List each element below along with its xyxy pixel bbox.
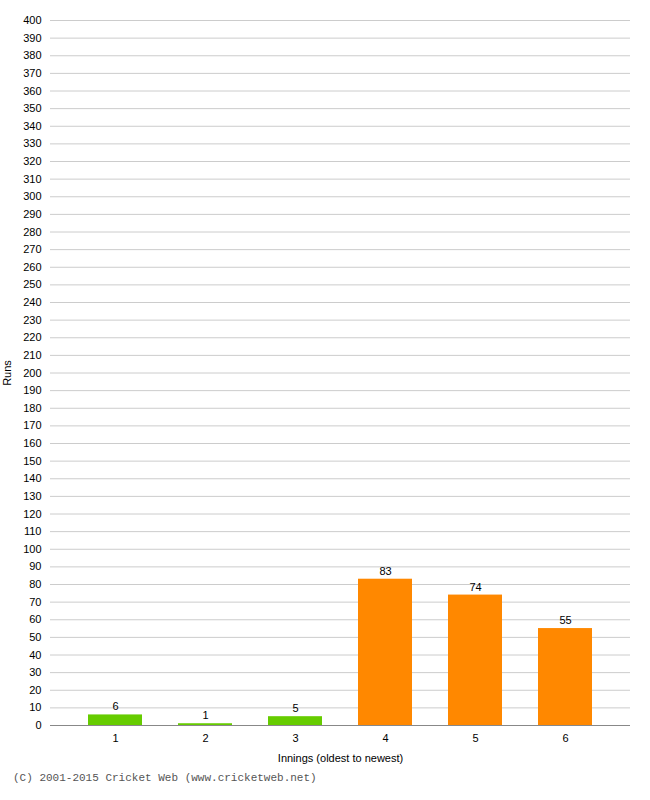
- svg-text:70: 70: [29, 596, 41, 608]
- svg-text:10: 10: [29, 701, 41, 713]
- svg-text:250: 250: [23, 278, 41, 290]
- svg-text:130: 130: [23, 490, 41, 502]
- svg-text:6: 6: [112, 700, 118, 712]
- svg-text:230: 230: [23, 314, 41, 326]
- svg-text:360: 360: [23, 85, 41, 97]
- svg-text:1: 1: [112, 732, 118, 744]
- svg-text:160: 160: [23, 437, 41, 449]
- svg-text:1: 1: [202, 709, 208, 721]
- svg-text:120: 120: [23, 508, 41, 520]
- svg-text:0: 0: [35, 719, 41, 731]
- svg-text:5: 5: [292, 702, 298, 714]
- svg-text:350: 350: [23, 102, 41, 114]
- svg-text:6: 6: [562, 732, 568, 744]
- svg-text:40: 40: [29, 649, 41, 661]
- svg-text:190: 190: [23, 384, 41, 396]
- svg-text:370: 370: [23, 67, 41, 79]
- svg-text:240: 240: [23, 296, 41, 308]
- svg-text:Innings (oldest to newest): Innings (oldest to newest): [278, 752, 403, 764]
- svg-text:3: 3: [292, 732, 298, 744]
- svg-text:100: 100: [23, 543, 41, 555]
- svg-text:60: 60: [29, 613, 41, 625]
- svg-text:Runs: Runs: [1, 360, 13, 386]
- svg-text:260: 260: [23, 261, 41, 273]
- svg-text:210: 210: [23, 349, 41, 361]
- svg-text:200: 200: [23, 367, 41, 379]
- svg-text:5: 5: [472, 732, 478, 744]
- svg-text:90: 90: [29, 560, 41, 572]
- svg-text:300: 300: [23, 190, 41, 202]
- svg-text:340: 340: [23, 120, 41, 132]
- svg-text:2: 2: [202, 732, 208, 744]
- svg-text:55: 55: [559, 614, 571, 626]
- svg-text:290: 290: [23, 208, 41, 220]
- svg-text:110: 110: [24, 525, 42, 537]
- svg-text:220: 220: [23, 331, 41, 343]
- svg-text:400: 400: [23, 14, 41, 26]
- svg-text:330: 330: [23, 137, 41, 149]
- svg-text:180: 180: [23, 402, 41, 414]
- svg-text:80: 80: [29, 578, 41, 590]
- svg-text:280: 280: [23, 226, 41, 238]
- svg-text:20: 20: [29, 684, 41, 696]
- html-text:(C) 2001-2015 Cricket Web (www: (C) 2001-2015 Cricket Web (www.cricketwe…: [13, 772, 317, 784]
- svg-text:270: 270: [23, 243, 41, 255]
- svg-text:83: 83: [379, 565, 391, 577]
- svg-text:170: 170: [23, 419, 41, 431]
- svg-text:74: 74: [469, 581, 481, 593]
- svg-text:320: 320: [23, 155, 41, 167]
- svg-text:380: 380: [23, 49, 41, 61]
- svg-text:150: 150: [23, 455, 41, 467]
- svg-text:4: 4: [382, 732, 388, 744]
- svg-text:390: 390: [23, 32, 41, 44]
- svg-text:50: 50: [29, 631, 41, 643]
- svg-text:310: 310: [23, 173, 41, 185]
- svg-text:140: 140: [23, 472, 41, 484]
- svg-text:30: 30: [29, 666, 41, 678]
